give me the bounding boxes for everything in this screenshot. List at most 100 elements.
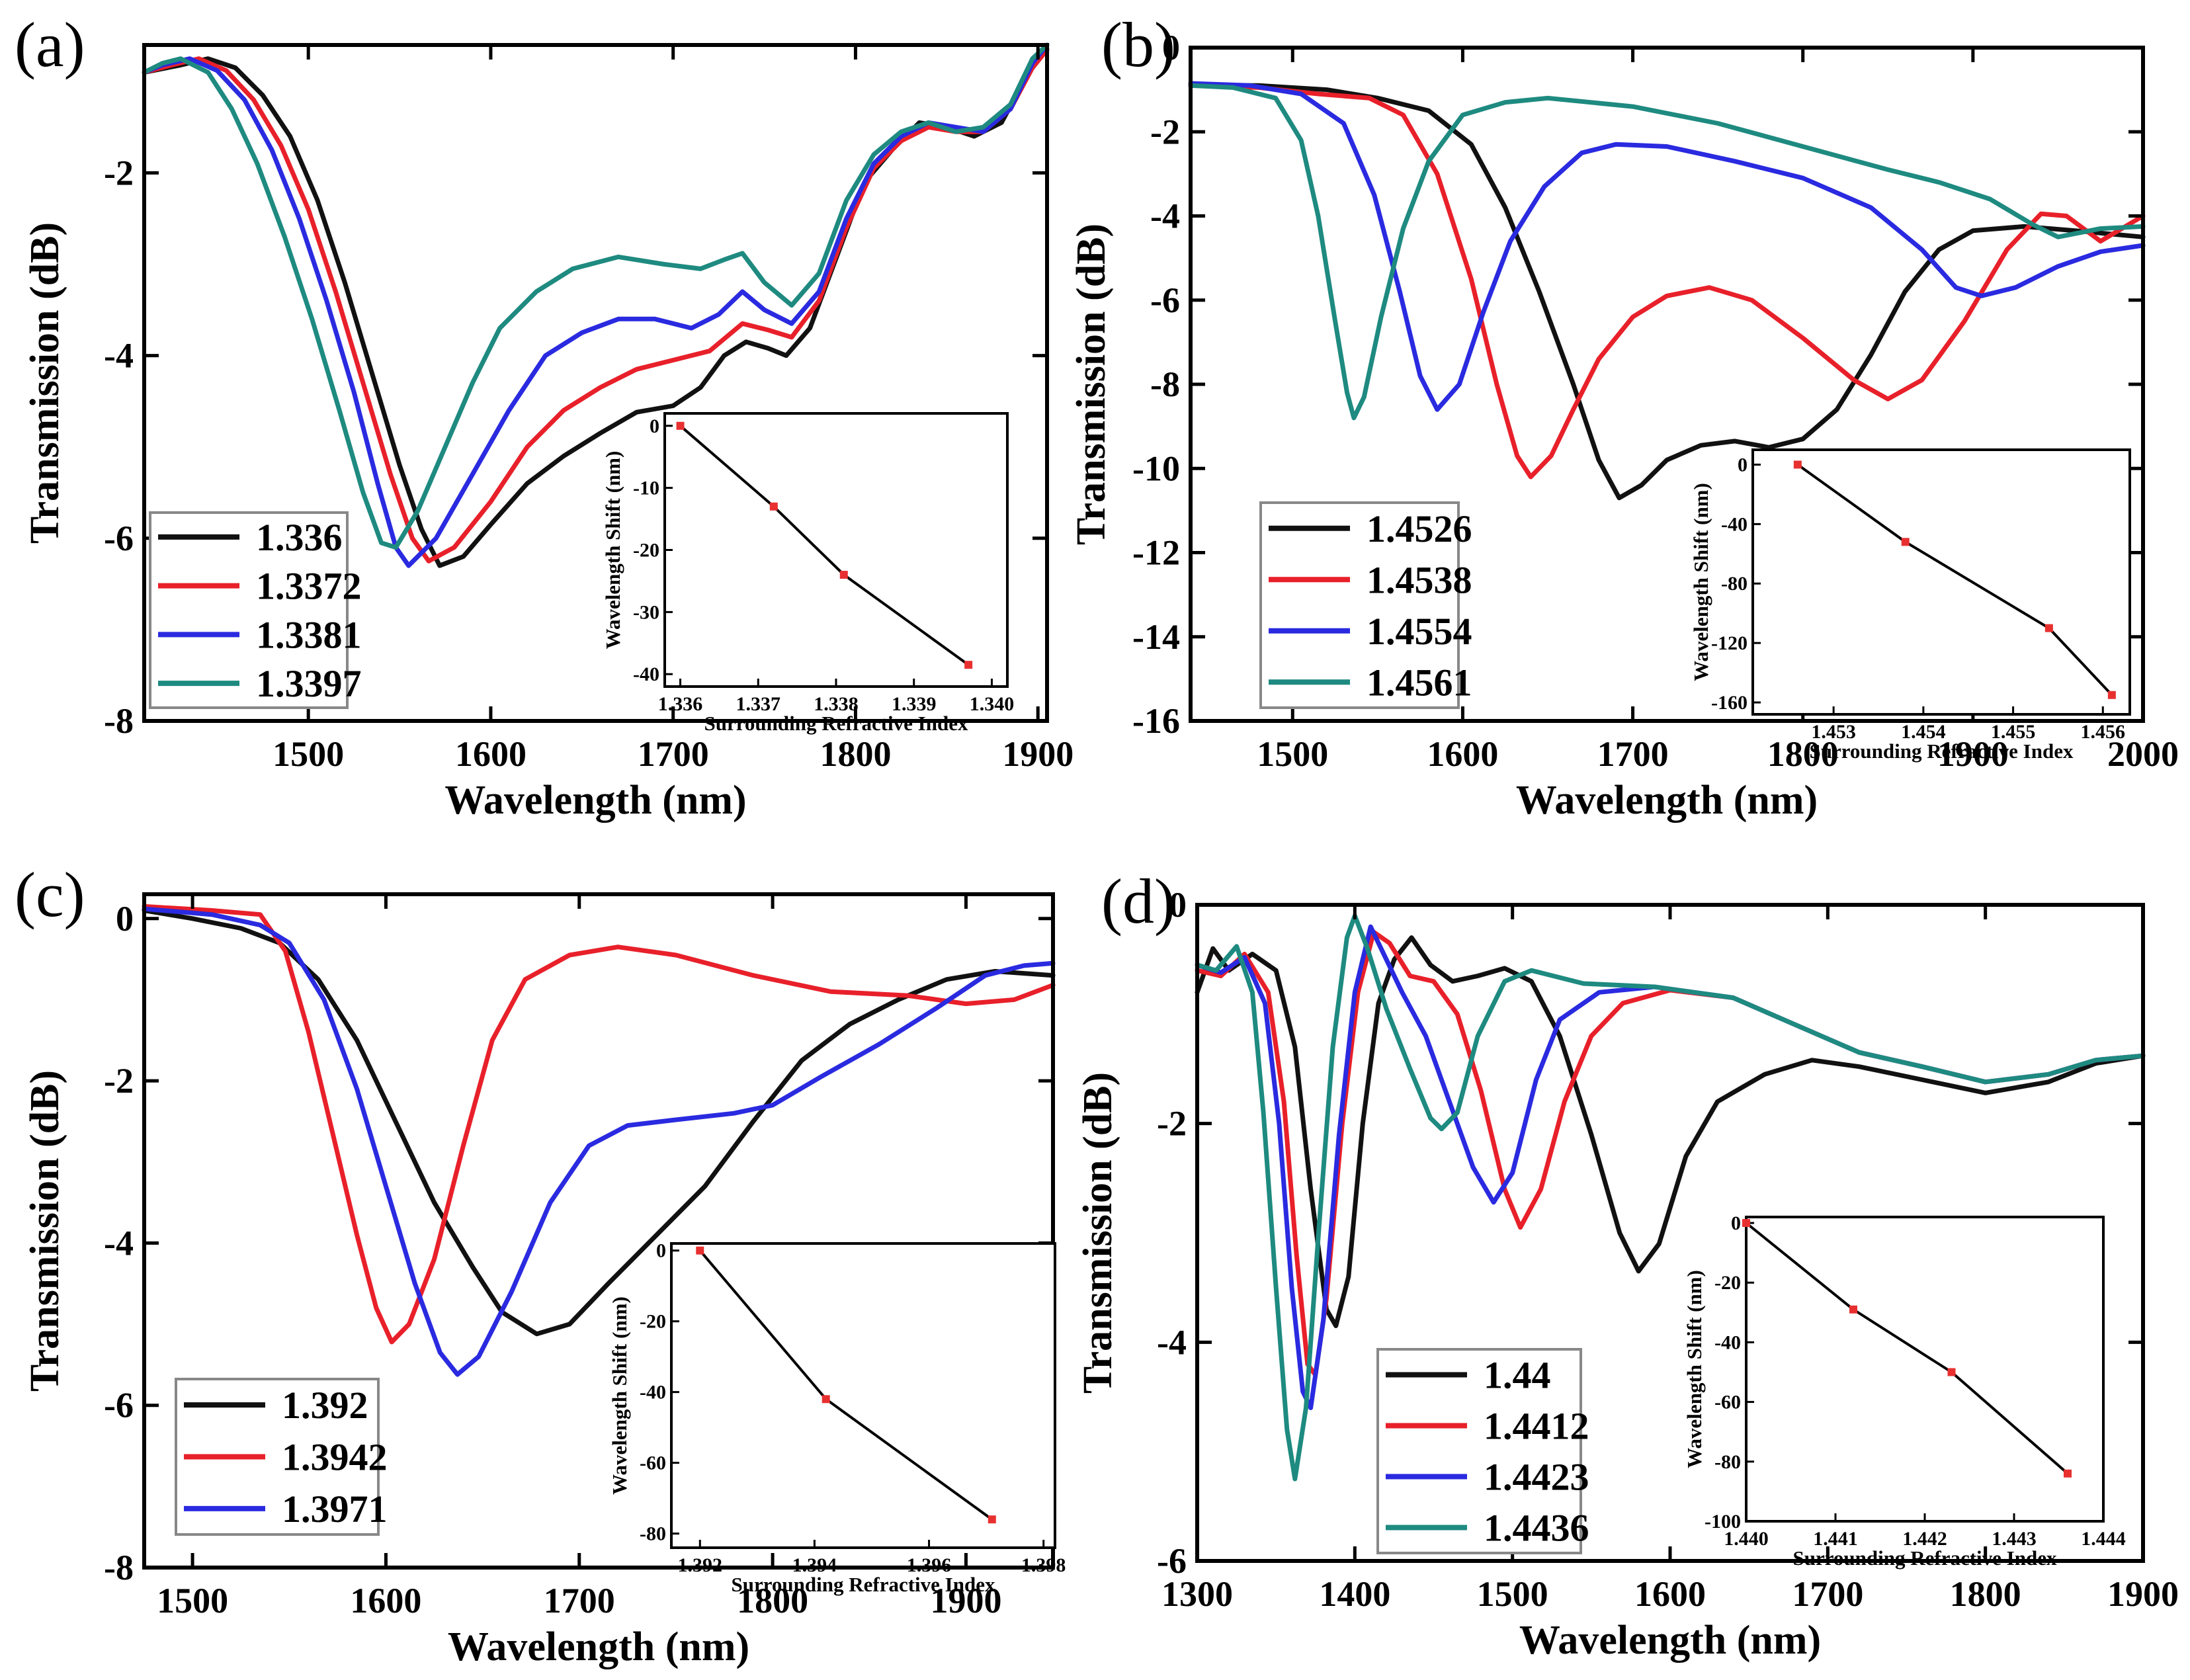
- inset-line: [1745, 1222, 2069, 1475]
- legend-box: [1376, 1348, 1582, 1554]
- legend-label-1.3372: 1.3372: [256, 565, 362, 608]
- inset-chart: 1.453 1.454 1.455 1.456 0 -40 -80 -120 -160 Surro…: [1689, 448, 2131, 763]
- inset-x-axis-title: Surrounding Refractive Index: [731, 1573, 995, 1596]
- inset-x-tick-label: 1.443: [1992, 1528, 2037, 1550]
- inset-y-tick-label: 0: [650, 415, 659, 437]
- y-tick-label: 0: [1162, 28, 1180, 67]
- inset-point: [1742, 1219, 1750, 1228]
- legend-label-1.44: 1.44: [1484, 1354, 1551, 1397]
- x-tick-label: 1600: [455, 734, 526, 774]
- inset-y-tick-label: -160: [1711, 692, 1748, 714]
- inset-y-tick-label: -80: [1714, 1451, 1741, 1473]
- x-axis-title: Wavelength (nm): [1516, 778, 1818, 823]
- inset-y-tick-label: -40: [1721, 513, 1748, 535]
- y-axis-title: Transmission (dB): [22, 222, 67, 544]
- inset-frame: [1751, 448, 2131, 716]
- inset-y-tick-label: 0: [1731, 1212, 1741, 1234]
- y-tick-label: -10: [1132, 448, 1180, 488]
- legend-label-1.392: 1.392: [282, 1384, 368, 1427]
- inset-x-tick-label: 1.339: [892, 693, 937, 715]
- inset-point: [1901, 538, 1910, 546]
- y-tick-label: -16: [1132, 701, 1180, 741]
- inset-point: [839, 571, 848, 579]
- y-tick-label: -4: [104, 1223, 134, 1263]
- y-tick-label: -6: [104, 519, 134, 558]
- inset-point: [1793, 460, 1802, 469]
- panel-c: (c) 1500 1600 1700 1800 1900 0 -2 -4 -6 -8 Waveleng…: [15, 859, 1066, 1669]
- legend-box: [1259, 501, 1460, 709]
- legend-label-1.3381: 1.3381: [256, 613, 362, 656]
- inset-chart: 1.440 1.441 1.442 1.443 1.444 0 -20 -40 -60 -80 -1…: [1683, 1212, 2126, 1570]
- inset-point: [821, 1395, 830, 1404]
- inset-x-tick-label: 1.337: [736, 693, 781, 715]
- panel-a: (a) 1500 1600 1700 1800 1900 -8 -6 -4 -2 Wavelengt…: [15, 9, 1074, 823]
- y-tick-label: -14: [1132, 617, 1180, 657]
- series-line-1.4538: [1188, 83, 2146, 480]
- inset-chart: 1.392 1.394 1.396 1.398 0 -20 -40 -60 -80 Surroun…: [608, 1240, 1066, 1596]
- inset-y-tick-label: -80: [1721, 573, 1748, 595]
- inset-x-tick-label: 1.394: [792, 1554, 837, 1576]
- x-tick-label: 2000: [2107, 734, 2179, 774]
- y-tick-label: 0: [1169, 885, 1187, 925]
- x-tick-label: 1600: [350, 1581, 421, 1620]
- series-line-1.44: [1195, 935, 2146, 1328]
- inset-y-tick-label: -120: [1711, 632, 1748, 654]
- inset-y-axis-title: Wavelength Shift (nm): [608, 1296, 631, 1495]
- inset-point: [1849, 1305, 1857, 1314]
- x-tick-label: 1800: [820, 734, 891, 774]
- inset-line: [1796, 463, 2113, 696]
- inset-y-tick-label: -20: [1714, 1272, 1741, 1294]
- series-group: [1195, 913, 2146, 1482]
- series-line-1.3397: [142, 42, 1050, 550]
- legend-label-1.336: 1.336: [256, 516, 343, 559]
- inset-x-tick-label: 1.442: [1902, 1528, 1947, 1550]
- inset-x-tick-label: 1.454: [1901, 721, 1946, 743]
- x-tick-label: 1500: [157, 1581, 228, 1620]
- y-tick-label: -4: [104, 336, 134, 376]
- x-tick-label: 1600: [1427, 734, 1498, 774]
- inset-point: [2107, 691, 2116, 699]
- inset-frame: [1745, 1216, 2105, 1523]
- x-tick-label: 1900: [1937, 734, 2009, 774]
- series-line-1.4561: [1188, 83, 2146, 421]
- inset-y-tick-label: -40: [633, 663, 659, 685]
- inset-point: [696, 1246, 704, 1255]
- x-tick-label: 1800: [1767, 734, 1839, 774]
- x-tick-label: 1900: [1002, 734, 1074, 774]
- series-line-1.4436: [1195, 913, 2146, 1482]
- inset-point: [676, 421, 685, 430]
- y-tick-label: -6: [1157, 1541, 1187, 1581]
- plot-frame: [142, 892, 1055, 1570]
- panel-label: (d): [1101, 866, 1175, 937]
- inset-y-tick-label: -20: [640, 1311, 666, 1333]
- y-tick-label: -12: [1132, 533, 1180, 573]
- x-tick-label: 1500: [1477, 1574, 1548, 1614]
- x-tick-label: 1700: [638, 734, 709, 774]
- series-line-1.4526: [1188, 83, 2146, 501]
- panel-label: (b): [1101, 9, 1175, 80]
- inset-point: [988, 1515, 996, 1524]
- legend: 1.4526 1.4538 1.4554 1.4561: [1259, 501, 1472, 709]
- x-tick-label: 1600: [1634, 1574, 1706, 1614]
- legend-label-1.4423: 1.4423: [1484, 1456, 1589, 1499]
- inset-point: [769, 502, 778, 511]
- inset-line: [679, 425, 970, 666]
- inset-y-tick-label: -60: [640, 1452, 666, 1474]
- x-tick-label: 1500: [273, 734, 344, 774]
- inset-point: [1947, 1368, 1956, 1376]
- inset-y-axis-title: Wavelength Shift (nm): [601, 451, 624, 650]
- x-tick-label: 1700: [1597, 734, 1669, 774]
- inset-x-tick-label: 1.396: [907, 1554, 952, 1576]
- x-tick-label: 1400: [1319, 1574, 1390, 1614]
- inset-x-tick-label: 1.456: [2081, 721, 2126, 743]
- legend-label-1.4554: 1.4554: [1367, 610, 1472, 653]
- x-tick-label: 1900: [2107, 1574, 2179, 1614]
- inset-y-tick-label: -80: [640, 1523, 666, 1545]
- inset-y-tick-label: -20: [633, 540, 659, 562]
- inset-x-tick-label: 1.392: [678, 1554, 723, 1576]
- legend-label-1.4561: 1.4561: [1367, 661, 1472, 704]
- inset-x-axis-title: Surrounding Refractive Index: [704, 712, 968, 735]
- inset-y-tick-label: -100: [1705, 1511, 1741, 1533]
- inset-x-tick-label: 1.336: [658, 693, 703, 715]
- x-tick-label: 1700: [1792, 1574, 1863, 1614]
